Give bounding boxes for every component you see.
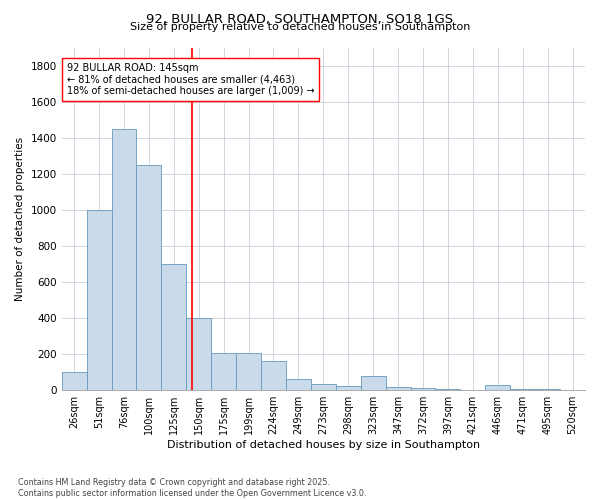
Bar: [261, 362, 286, 390]
Text: Size of property relative to detached houses in Southampton: Size of property relative to detached ho…: [130, 22, 470, 32]
Text: 92 BULLAR ROAD: 145sqm
← 81% of detached houses are smaller (4,463)
18% of semi-: 92 BULLAR ROAD: 145sqm ← 81% of detached…: [67, 63, 314, 96]
Bar: [336, 386, 361, 390]
Bar: [112, 128, 136, 390]
Bar: [361, 376, 386, 390]
Text: Contains HM Land Registry data © Crown copyright and database right 2025.
Contai: Contains HM Land Registry data © Crown c…: [18, 478, 367, 498]
Bar: [86, 210, 112, 390]
Y-axis label: Number of detached properties: Number of detached properties: [15, 137, 25, 301]
Text: 92, BULLAR ROAD, SOUTHAMPTON, SO18 1GS: 92, BULLAR ROAD, SOUTHAMPTON, SO18 1GS: [146, 12, 454, 26]
Bar: [485, 385, 510, 390]
Bar: [186, 318, 211, 390]
X-axis label: Distribution of detached houses by size in Southampton: Distribution of detached houses by size …: [167, 440, 480, 450]
Bar: [311, 384, 336, 390]
Bar: [410, 388, 436, 390]
Bar: [386, 386, 410, 390]
Bar: [161, 264, 186, 390]
Bar: [136, 164, 161, 390]
Bar: [211, 353, 236, 390]
Bar: [62, 372, 86, 390]
Bar: [236, 353, 261, 390]
Bar: [286, 380, 311, 390]
